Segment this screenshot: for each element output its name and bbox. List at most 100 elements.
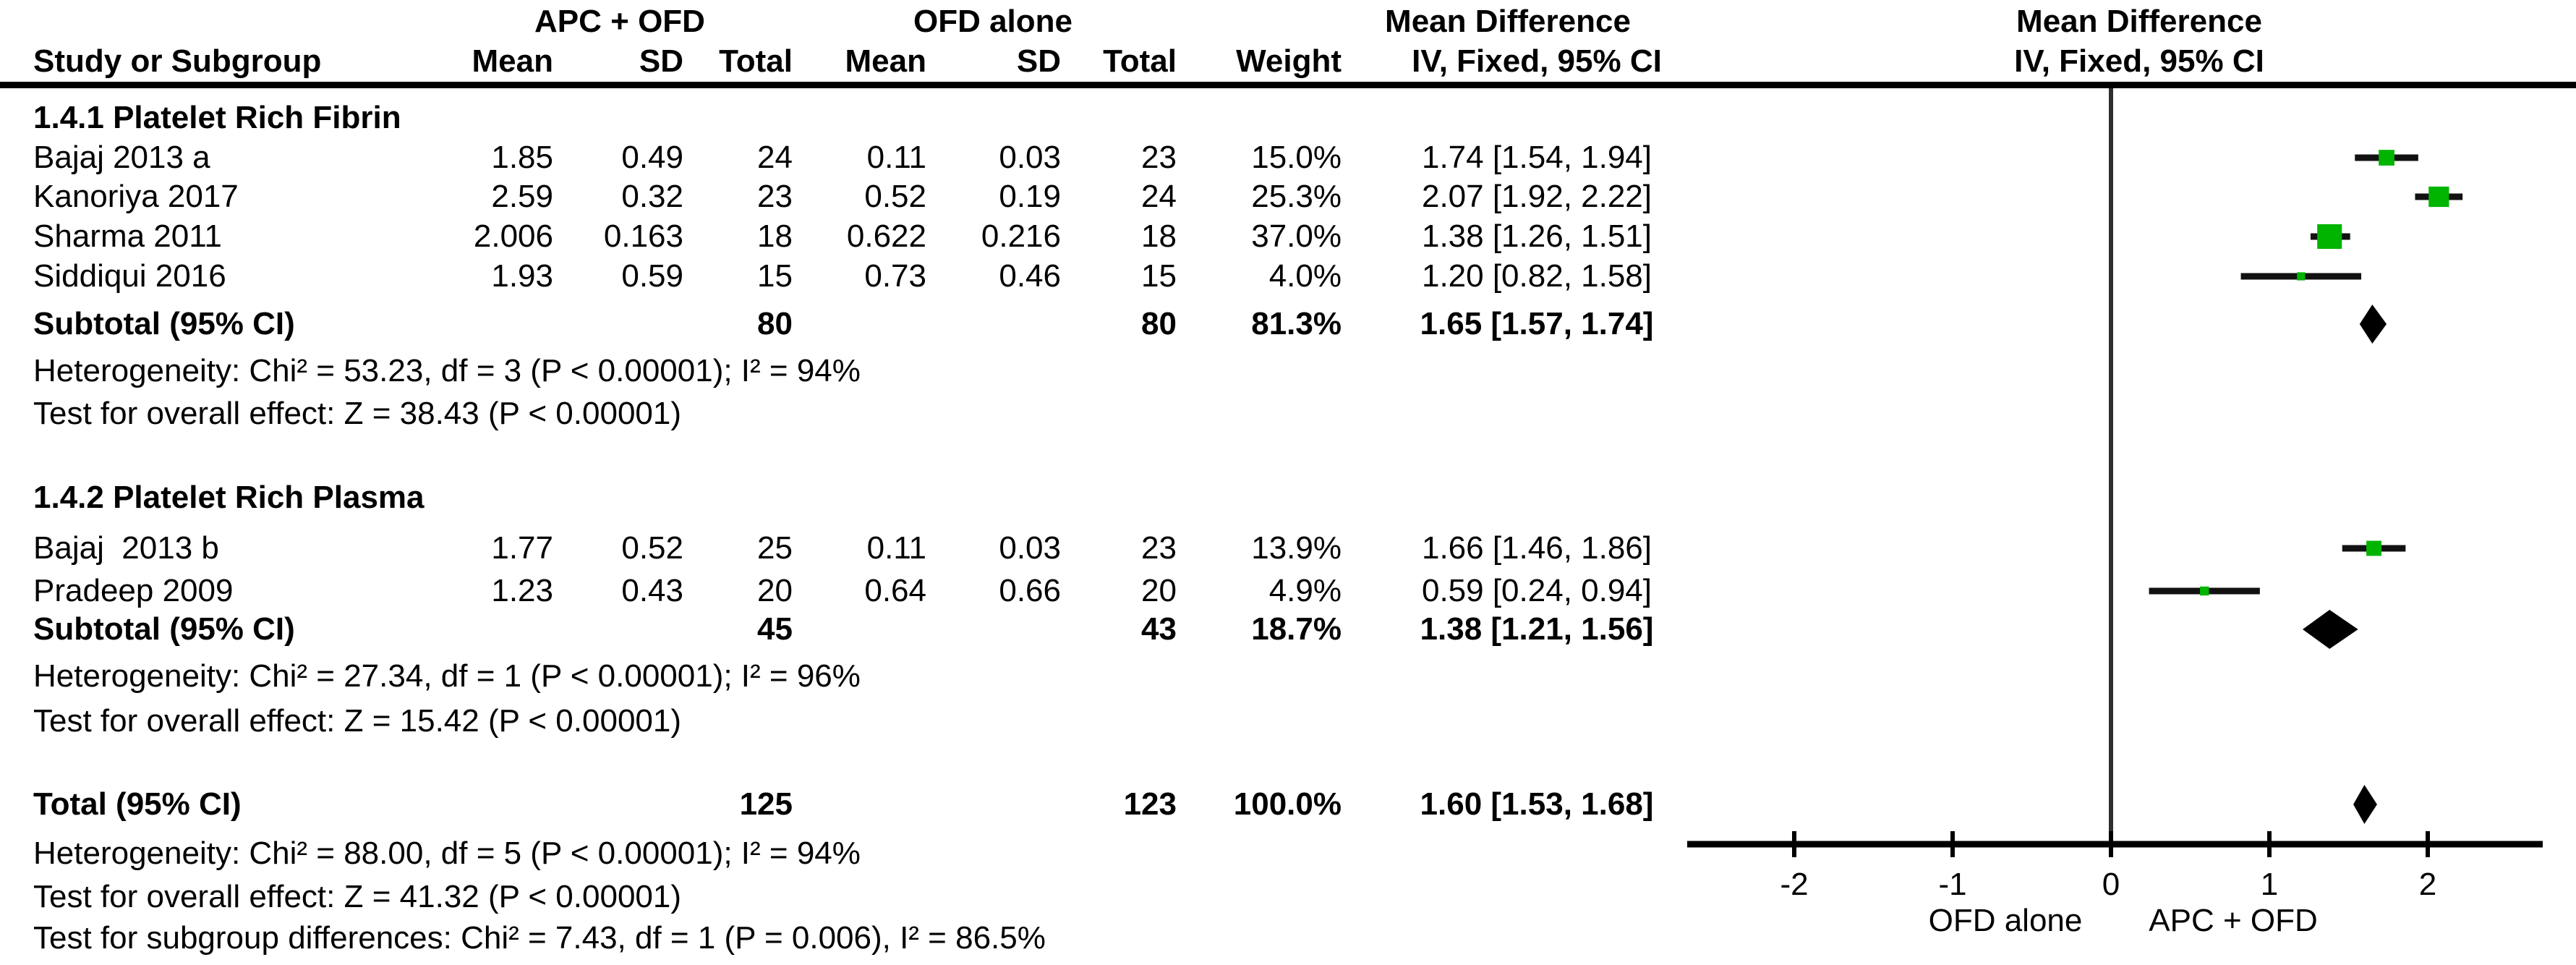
study-label: Bajaj 2013 a	[33, 140, 210, 175]
axis-right-label: APC + OFD	[2149, 903, 2318, 938]
study-label: Sharma 2011	[33, 218, 222, 254]
sd2-value: 0.19	[999, 179, 1061, 214]
subgroup-title: 1.4.2 Platelet Rich Plasma	[33, 480, 425, 515]
study-label: Bajaj 2013 b	[33, 530, 219, 566]
mean-diff-header: Mean Difference	[1385, 4, 1631, 39]
heterogeneity-text: Heterogeneity: Chi² = 27.34, df = 1 (P <…	[33, 658, 861, 694]
total2-value: 20	[1141, 573, 1177, 608]
col-header-effect: IV, Fixed, 95% CI	[1412, 43, 1662, 79]
col-header-weight: Weight	[1236, 43, 1342, 79]
weight-value: 25.3%	[1251, 179, 1342, 214]
sd1-value: 0.49	[621, 140, 683, 175]
col-header-total1: Total	[719, 43, 793, 79]
study-label: Pradeep 2009	[33, 573, 234, 608]
total-weight: 100.0%	[1233, 786, 1342, 822]
heterogeneity-text: Heterogeneity: Chi² = 53.23, df = 3 (P <…	[33, 353, 861, 388]
mean1-value: 2.006	[473, 218, 553, 254]
ci-text: 2.07 [1.92, 2.22]	[1421, 179, 1652, 214]
total2-value: 15	[1141, 258, 1177, 294]
total-ci-text: 1.60 [1.53, 1.68]	[1420, 786, 1654, 822]
subtotal-total1: 80	[757, 306, 793, 341]
mean2-value: 0.11	[866, 140, 926, 175]
ci-text: 1.38 [1.26, 1.51]	[1421, 218, 1652, 254]
total1-value: 23	[757, 179, 793, 214]
x-axis-tick-label: 1	[2261, 867, 2278, 902]
weight-value: 4.0%	[1268, 258, 1342, 294]
subtotal-weight: 81.3%	[1251, 306, 1342, 341]
sd1-value: 0.163	[603, 218, 683, 254]
sd2-value: 0.46	[999, 258, 1061, 294]
total1-value: 15	[757, 258, 793, 294]
x-axis-tick-label: -1	[1938, 867, 1966, 902]
mean1-value: 1.85	[491, 140, 553, 175]
effect-square	[2317, 224, 2342, 250]
total-total1: 125	[739, 786, 793, 822]
x-axis-tick-label: -2	[1780, 867, 1808, 902]
total-total2: 123	[1123, 786, 1177, 822]
plot-header: Mean Difference	[2016, 4, 2262, 39]
study-col-header: Study or Subgroup	[33, 43, 322, 79]
sd1-value: 0.43	[621, 573, 683, 608]
total1-value: 20	[757, 573, 793, 608]
study-label: Kanoriya 2017	[33, 179, 239, 214]
total-label: Total (95% CI)	[33, 786, 242, 822]
subtotal-total1: 45	[757, 611, 793, 647]
subtotal-diamond	[2359, 305, 2387, 344]
subtotal-label: Subtotal (95% CI)	[33, 611, 295, 647]
subtotal-diamond	[2302, 610, 2358, 649]
mean2-value: 0.73	[864, 258, 926, 294]
total2-value: 18	[1141, 218, 1177, 254]
plot-subheader: IV, Fixed, 95% CI	[2014, 43, 2264, 79]
mean2-value: 0.52	[864, 179, 926, 214]
effect-square	[2366, 540, 2381, 556]
total2-value: 24	[1141, 179, 1177, 214]
sd1-value: 0.52	[621, 530, 683, 566]
sd1-value: 0.59	[621, 258, 683, 294]
mean2-value: 0.622	[846, 218, 926, 254]
subtotal-ci-text: 1.65 [1.57, 1.74]	[1420, 306, 1654, 341]
mean1-value: 2.59	[491, 179, 553, 214]
weight-value: 13.9%	[1251, 530, 1342, 566]
effect-square	[2200, 586, 2209, 596]
group1-header: APC + OFD	[534, 4, 705, 39]
total1-value: 25	[757, 530, 793, 566]
group2-header: OFD alone	[913, 4, 1073, 39]
overall-effect-text: Test for overall effect: Z = 15.42 (P < …	[33, 703, 682, 739]
col-header-sd1: SD	[639, 43, 683, 79]
total-diamond	[2353, 785, 2377, 824]
subtotal-label: Subtotal (95% CI)	[33, 306, 295, 341]
subtotal-total2: 80	[1141, 306, 1177, 341]
mean1-value: 1.77	[491, 530, 553, 566]
study-label: Siddiqui 2016	[33, 258, 226, 294]
total-overall-effect-text: Test for overall effect: Z = 41.32 (P < …	[33, 879, 682, 914]
total1-value: 18	[757, 218, 793, 254]
subgroup-title: 1.4.1 Platelet Rich Fibrin	[33, 100, 401, 135]
total2-value: 23	[1141, 530, 1177, 566]
mean2-value: 0.11	[866, 530, 926, 566]
sd2-value: 0.03	[999, 530, 1061, 566]
ci-text: 1.66 [1.46, 1.86]	[1421, 530, 1652, 566]
ci-text: 1.74 [1.54, 1.94]	[1421, 140, 1652, 175]
col-header-mean1: Mean	[472, 43, 553, 79]
col-header-sd2: SD	[1016, 43, 1061, 79]
header-separator	[0, 82, 2576, 88]
sd2-value: 0.216	[981, 218, 1061, 254]
subtotal-ci-text: 1.38 [1.21, 1.56]	[1420, 611, 1654, 647]
ci-text: 0.59 [0.24, 0.94]	[1421, 573, 1652, 608]
ci-text: 1.20 [0.82, 1.58]	[1421, 258, 1652, 294]
weight-value: 4.9%	[1268, 573, 1342, 608]
overall-effect-text: Test for overall effect: Z = 38.43 (P < …	[33, 396, 682, 431]
sd2-value: 0.66	[999, 573, 1061, 608]
sd1-value: 0.32	[621, 179, 683, 214]
subtotal-total2: 43	[1141, 611, 1177, 647]
mean2-value: 0.64	[864, 573, 926, 608]
total2-value: 23	[1141, 140, 1177, 175]
mean1-value: 1.23	[491, 573, 553, 608]
total1-value: 24	[757, 140, 793, 175]
x-axis-tick-label: 2	[2419, 867, 2436, 902]
subgroup-differences-text: Test for subgroup differences: Chi² = 7.…	[33, 920, 1046, 956]
weight-value: 15.0%	[1251, 140, 1342, 175]
weight-value: 37.0%	[1251, 218, 1342, 254]
